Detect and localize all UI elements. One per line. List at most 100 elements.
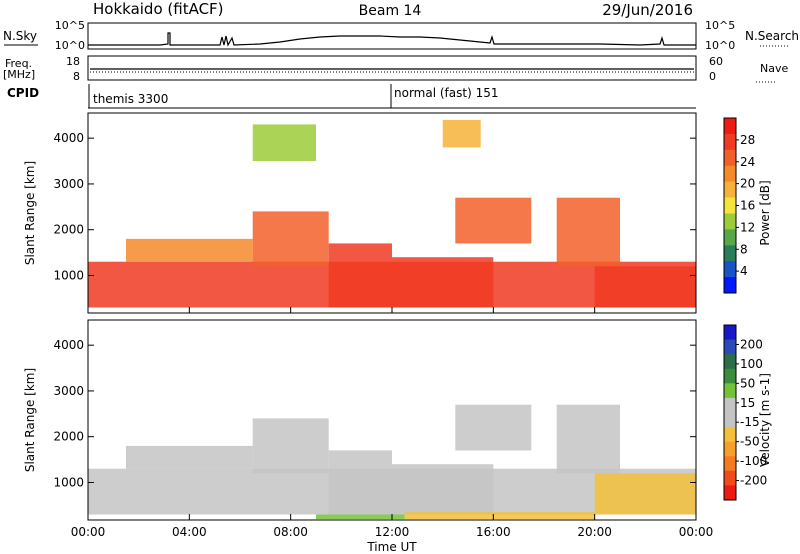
power-colorbar-tick-label: 12 [740,220,755,234]
velocity-echo-region [392,464,494,515]
noise-sky-trace [88,32,696,47]
power-y-axis-label: Slant Range [km] [23,161,37,265]
power-echo-region [252,124,316,161]
velocity-colorbar-segment [724,485,736,501]
power-colorbar: 4 8 12 16 20 24 28 [723,117,755,294]
velocity-colorbar-segment [724,368,736,384]
freq-right-tick-top: 60 [709,55,723,68]
cpid-program-2: normal (fast) 151 [394,86,498,100]
power-echo-region [556,197,620,267]
velocity-colorbar-segment [724,412,736,428]
freq-left-label-top: Freq. [5,57,32,70]
power-y-tick-label: 2000 [53,223,84,237]
time-x-tick-label: 20:00 [577,525,612,539]
time-x-ticks: 00:00 04:00 08:00 12:00 16:00 20:00 00:00 [71,307,714,539]
freq-panel: Freq. [MHz] 18 8 60 0 Nave [3,55,788,83]
velocity-echoes [88,404,696,520]
noise-right-tick-top: 10^5 [705,19,735,32]
velocity-colorbar: 200 100 50 15 -15 -50 -100 -200 [723,324,767,501]
power-echo-region [455,197,532,244]
freq-left-label-bottom: [MHz] [3,68,35,81]
cpid-program-1: themis 3300 [93,92,168,106]
noise-panel: N.Sky 10^5 10^0 10^5 10^0 N.Search [3,19,799,52]
velocity-y-tick-label: 4000 [53,338,84,352]
velocity-colorbar-tick-label: -15 [740,415,760,429]
power-y-tick-label: 3000 [53,177,84,191]
power-y-tick-label: 4000 [53,131,84,145]
velocity-colorbar-tick-label: 15 [740,396,755,410]
power-y-tick-label: 1000 [53,268,84,282]
velocity-colorbar-frame [723,324,737,501]
velocity-echo-region [594,473,696,515]
time-x-tick-label: 16:00 [476,525,511,539]
freq-right-tick-bottom: 0 [709,70,716,83]
velocity-y-tick-label: 1000 [53,475,84,489]
velocity-echo-region [126,445,253,469]
velocity-colorbar-segment [724,441,736,457]
velocity-colorbar-tick-label: -50 [740,435,760,449]
time-x-tick-label: 04:00 [172,525,207,539]
velocity-colorbar-tick-label: 200 [740,337,763,351]
power-echo-region [442,119,481,148]
time-x-tick-label: 12:00 [375,525,410,539]
velocity-echo-region [328,450,392,515]
date-title: 29/Jun/2016 [602,1,693,19]
beam-title: Beam 14 [359,3,422,19]
power-echo-region [392,257,494,308]
noise-right-tick-bottom: 10^0 [705,39,735,52]
power-echo-region [126,238,253,262]
noise-right-label: N.Search [745,29,799,43]
power-y-ticks: 1000 2000 3000 4000 [53,131,696,282]
power-colorbar-segment [724,133,736,151]
velocity-colorbar-segment [724,427,736,443]
power-colorbar-segment [724,277,736,294]
power-colorbar-segment [724,245,736,262]
power-echoes [88,119,696,308]
velocity-colorbar-segment [724,470,736,486]
velocity-echo-region [404,512,595,520]
velocity-colorbar-segment [724,354,736,370]
nave-label: Nave [760,62,788,75]
velocity-colorbar-tick-label: 50 [740,376,755,390]
time-axis-label: Time UT [366,540,417,554]
velocity-colorbar-tick-label: -200 [740,474,767,488]
power-colorbar-tick-label: 20 [740,177,755,191]
power-colorbar-segment [724,165,736,183]
power-colorbar-tick-label: 4 [740,264,748,278]
freq-left-tick-top: 18 [66,55,80,68]
noise-panel-frame [87,22,697,50]
velocity-echo-region [556,404,620,474]
freq-left-tick-bottom: 8 [73,70,80,83]
power-colorbar-label: Power [dB] [758,180,772,245]
velocity-colorbar-tick-label: -100 [740,454,767,468]
cpid-label: CPID [7,86,39,100]
velocity-colorbar-segment [724,456,736,472]
power-colorbar-tick-label: 24 [740,155,755,169]
velocity-echo-region [316,514,405,520]
power-panel: 1000 2000 3000 4000 Slant Range [km] 4 8 12 16… [23,112,772,314]
power-colorbar-tick-label: 16 [740,199,755,213]
cpid-panel: CPID themis 3300 normal (fast) 151 [7,84,696,109]
power-echo-region [594,266,696,308]
time-x-tick-label: 00:00 [679,525,714,539]
power-colorbar-tick-label: 8 [740,242,748,256]
velocity-colorbar-segment [724,325,736,341]
velocity-panel: 1000 2000 3000 4000 Slant Range [km] 200 100… [23,307,772,554]
velocity-y-tick-label: 3000 [53,384,84,398]
noise-left-tick-bottom: 10^0 [55,39,85,52]
time-x-tick-label: 00:00 [71,525,106,539]
velocity-colorbar-tick-label: 100 [740,357,763,371]
power-colorbar-segment [724,149,736,167]
power-colorbar-segment [724,229,736,246]
velocity-colorbar-segment [724,339,736,355]
time-x-tick-label: 08:00 [273,525,308,539]
noise-left-label: N.Sky [3,29,37,43]
velocity-echo-region [455,404,532,451]
velocity-echo-region [252,418,329,474]
velocity-y-ticks: 1000 2000 3000 4000 [53,338,696,489]
power-colorbar-segment [724,118,736,135]
velocity-y-axis-label: Slant Range [km] [23,368,37,472]
velocity-colorbar-segment [724,397,736,413]
power-colorbar-tick-label: 28 [740,133,755,147]
